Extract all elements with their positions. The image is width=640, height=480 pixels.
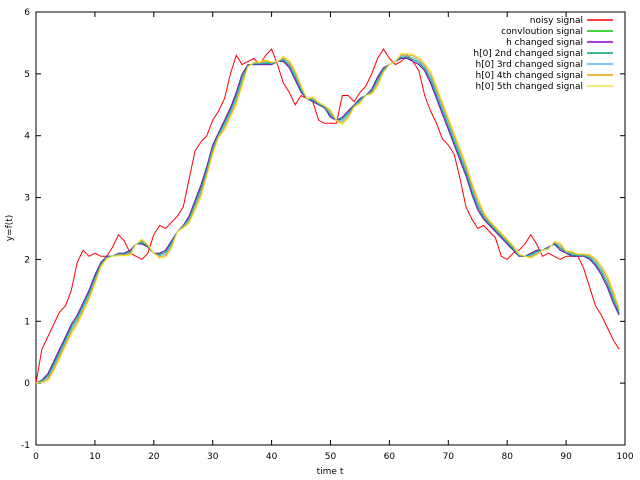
x-tick-label: 0 (33, 452, 39, 462)
x-tick-label: 20 (148, 452, 160, 462)
series-group (35, 48, 620, 384)
x-tick-label: 40 (266, 452, 278, 462)
x-tick-label: 30 (207, 452, 219, 462)
legend-label: h[0] 4th changed signal (476, 71, 583, 81)
legend-label: h[0] 3rd changed signal (476, 60, 583, 70)
x-tick-label: 100 (616, 452, 633, 462)
series-line-6 (35, 54, 620, 384)
legend-label: h[0] 2nd changed signal (473, 49, 583, 59)
x-tick-label: 50 (325, 452, 337, 462)
x-axis-label: time t (317, 467, 344, 477)
legend-label: h changed signal (506, 38, 583, 48)
x-tick-label: 90 (560, 452, 572, 462)
y-tick-label: 5 (24, 70, 30, 80)
series-line-4 (35, 56, 620, 384)
x-tick-label: 80 (501, 452, 513, 462)
legend-label: convloution signal (501, 27, 583, 37)
y-axis-label: y=f(t) (5, 215, 15, 242)
series-line-7 (35, 52, 620, 384)
y-tick-label: 3 (24, 194, 30, 204)
y-tick-label: 0 (24, 379, 30, 389)
y-tick-label: 6 (24, 8, 30, 18)
x-tick-label: 10 (89, 452, 101, 462)
y-tick-label: 4 (24, 132, 30, 142)
y-tick-label: 2 (24, 255, 30, 265)
x-tick-label: 70 (443, 452, 455, 462)
legend-label: noisy signal (530, 16, 583, 26)
legend-label: h[0] 5th changed signal (476, 82, 583, 92)
y-tick-label: 1 (24, 317, 30, 327)
series-line-5 (35, 55, 620, 384)
series-line-1 (35, 48, 620, 384)
x-tick-label: 60 (384, 452, 396, 462)
y-tick-label: -1 (21, 441, 30, 451)
